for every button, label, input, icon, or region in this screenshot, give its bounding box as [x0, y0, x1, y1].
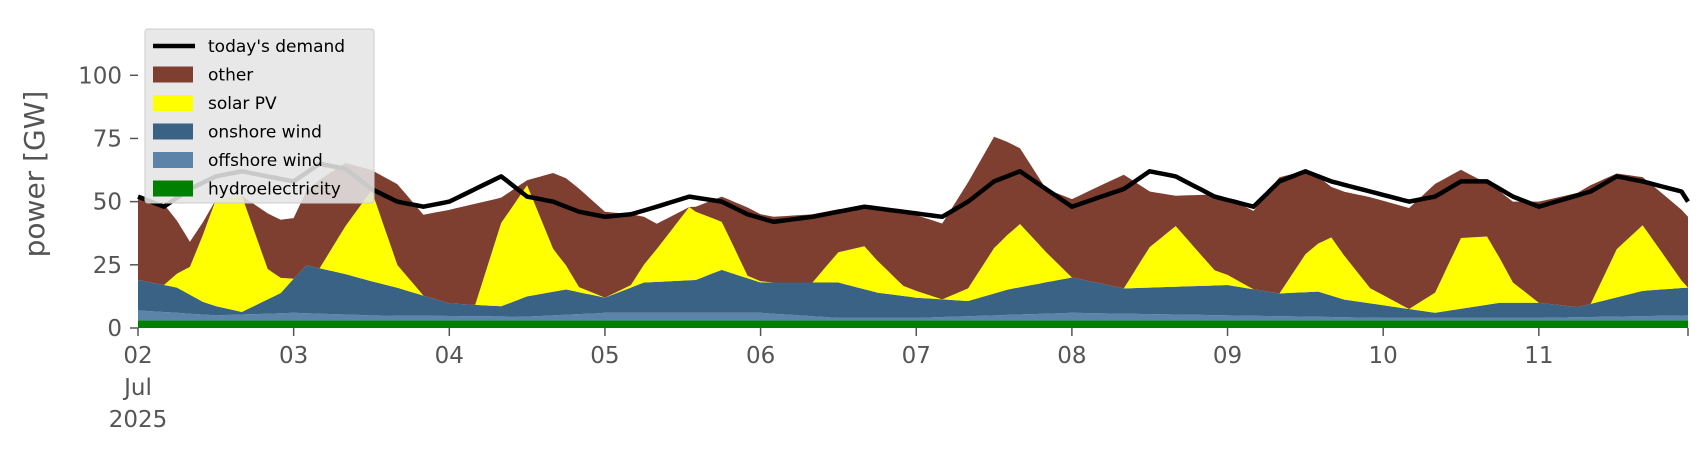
y-tick-label: 100 [78, 63, 122, 89]
demand-line [137, 161, 1690, 225]
demand-line-layer [137, 161, 1690, 225]
legend-box [144, 28, 375, 204]
y-tick-label: 75 [93, 126, 122, 152]
x-tick-label: Jul [122, 375, 152, 401]
area-offshore-wind [138, 310, 1688, 321]
x-tick-label: 2025 [109, 407, 168, 433]
x-tick-label: 07 [902, 343, 931, 369]
y-axis-label: power [GW] [18, 91, 51, 258]
legend-label: today's demand [208, 37, 345, 57]
x-tick-label: 10 [1369, 343, 1398, 369]
legend-label: solar PV [208, 94, 277, 114]
legend-swatch [153, 123, 193, 140]
x-tick-label: 11 [1524, 343, 1553, 369]
area-solar-pv [138, 185, 1688, 313]
x-tick-label: 04 [435, 343, 464, 369]
area-onshore-wind [138, 265, 1688, 318]
axes: 0 25 50 75 100 02 Jul 2025 03 04 05 06 07 08 09 10 11 [78, 63, 1689, 433]
stacked-areas [138, 136, 1688, 328]
x-tick-label: 06 [746, 343, 775, 369]
x-tick-label: 05 [590, 343, 619, 369]
area-other [138, 136, 1688, 309]
x-tick-label: 08 [1057, 343, 1086, 369]
legend-label: onshore wind [208, 123, 322, 143]
legend-swatch [153, 66, 193, 83]
area-hydroelectricity [138, 320, 1688, 328]
x-tick-label: 03 [279, 343, 308, 369]
y-tick-label: 0 [107, 316, 122, 342]
legend-label: other [208, 66, 253, 86]
legend-swatch [153, 152, 193, 168]
legend-swatch [153, 180, 193, 197]
x-tick-label: 09 [1213, 343, 1242, 369]
legend-label: offshore wind [208, 151, 323, 171]
y-tick-label: 25 [93, 253, 122, 279]
legend-label: hydroelectricity [208, 180, 341, 200]
legend: today's demand other solar PV onshore wind o… [144, 28, 375, 204]
y-tick-label: 50 [93, 190, 122, 216]
legend-swatch [153, 95, 193, 111]
x-tick-label: 02 [123, 343, 152, 369]
